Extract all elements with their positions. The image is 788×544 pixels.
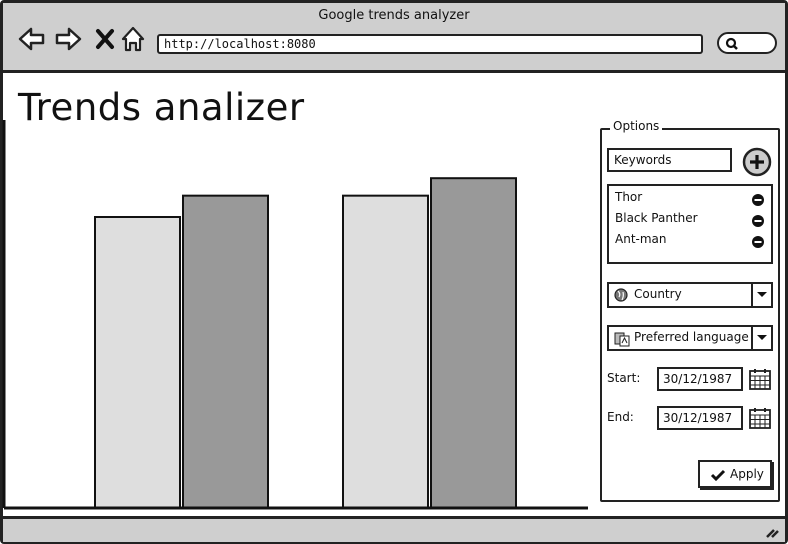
window-title: Google trends analyzer [318,8,470,23]
options-legend: Options [610,119,663,133]
arrow-left-icon[interactable] [17,25,45,53]
apply-button-label: Apply [730,467,764,481]
keyword-input[interactable]: Keywords [607,148,732,172]
chart-bar [182,194,269,509]
chevron-down-icon[interactable] [751,284,771,306]
keyword-item: Black Panther [615,211,698,225]
options-panel [600,128,780,502]
bar-chart [2,120,588,510]
chart-bar [342,194,429,509]
plus-circle-icon[interactable] [742,147,772,177]
start-date-field[interactable]: 30/12/1987 [657,367,743,391]
keyword-item: Thor [615,190,643,204]
close-icon[interactable] [91,25,119,53]
calendar-icon[interactable] [748,367,772,391]
browser-search-field[interactable] [717,32,777,54]
language-icon [614,332,630,347]
keyword-item: Ant-man [615,232,667,246]
calendar-icon[interactable] [748,406,772,430]
end-date-field[interactable]: 30/12/1987 [657,406,743,430]
check-icon [710,469,726,481]
keyword-list: Thor Black Panther Ant-man [607,184,773,264]
globe-icon [614,288,628,302]
country-select-label: Country [634,287,682,301]
minus-circle-icon[interactable] [751,214,765,228]
arrow-right-icon[interactable] [55,25,83,53]
apply-button[interactable]: Apply [698,460,772,488]
chevron-down-icon[interactable] [751,327,771,349]
language-select-label: Preferred language [634,330,749,344]
country-select[interactable]: Country [607,282,773,308]
address-bar[interactable]: http://localhost:8080 [157,34,703,54]
language-select[interactable]: Preferred language [607,325,773,351]
status-bar [3,516,785,542]
chart-bar [94,216,181,509]
end-label: End: [607,410,634,424]
minus-circle-icon[interactable] [751,235,765,249]
browser-toolbar: Google trends analyzer http://localhost:… [3,3,785,73]
page-title: Trends analizer [18,86,305,129]
home-icon[interactable] [119,25,147,53]
start-label: Start: [607,371,641,385]
search-icon [725,37,738,50]
chart-bar [430,177,517,509]
resize-grip-icon[interactable] [765,526,779,538]
minus-circle-icon[interactable] [751,193,765,207]
